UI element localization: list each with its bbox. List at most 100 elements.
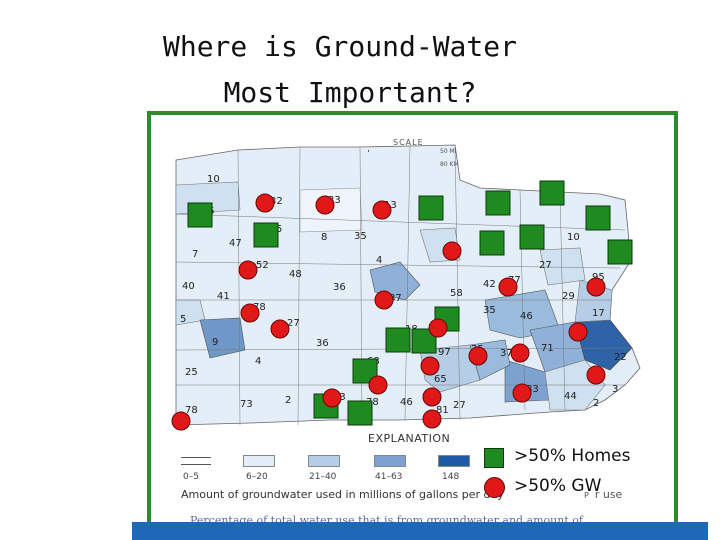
legend-partial-prefix: P: [584, 491, 589, 500]
homes-square-marker: [479, 230, 505, 256]
county-value: 7: [192, 249, 198, 260]
county-value: 18: [405, 324, 418, 335]
key-gw-label: >50% GW: [514, 476, 602, 496]
county-value: 71: [541, 343, 554, 354]
groundwater-circle-marker: [238, 260, 258, 280]
county-value: 4: [255, 356, 261, 367]
county-value: 48: [289, 269, 302, 280]
legend-swatch-148: [438, 455, 470, 467]
county-value: 46: [520, 311, 533, 322]
groundwater-circle-marker: [568, 322, 588, 342]
county-value: 36: [316, 338, 329, 349]
county-value: 8: [321, 232, 327, 243]
county-value: 97: [438, 347, 451, 358]
county-value: 46: [400, 397, 413, 408]
homes-square-marker: [539, 180, 565, 206]
homes-square-marker: [385, 327, 411, 353]
scale-miles: 50 MI: [440, 148, 457, 155]
slide-title-line2: Most Important?: [223, 76, 477, 109]
legend-range-label: 148: [442, 472, 460, 482]
county-value: 78: [253, 302, 266, 313]
legend-range-label: 6–20: [246, 472, 268, 482]
county-value: 41: [217, 291, 230, 302]
county-value: 95: [592, 272, 605, 283]
groundwater-circle-marker: [322, 388, 342, 408]
county-value: 40: [182, 281, 195, 292]
explanation-title: EXPLANATION: [368, 432, 451, 445]
groundwater-circle-marker: [420, 356, 440, 376]
county-value: 35: [354, 231, 367, 242]
legend-swatch-6-20: [243, 455, 275, 467]
legend-swatch-0-5: [181, 457, 211, 465]
county-value: 44: [564, 391, 577, 402]
county-value: 10: [567, 232, 580, 243]
legend-partial-suffix: r use: [594, 488, 623, 501]
county-value: 10: [207, 174, 220, 185]
groundwater-circle-marker: [510, 343, 530, 363]
homes-square-marker: [519, 224, 545, 250]
slide-title-line1: Where is Ground-Water: [162, 30, 517, 63]
groundwater-circle-marker: [171, 411, 191, 431]
legend-swatch-21-40: [308, 455, 340, 467]
key-homes-label: >50% Homes: [514, 446, 631, 466]
homes-square-marker: [253, 222, 279, 248]
groundwater-circle-marker: [442, 241, 462, 261]
county-value: 4: [376, 255, 382, 266]
groundwater-circle-marker: [428, 318, 448, 338]
groundwater-circle-marker: [372, 200, 392, 220]
county-value: 78: [185, 405, 198, 416]
groundwater-circle-marker: [498, 277, 518, 297]
groundwater-circle-marker: [468, 346, 488, 366]
groundwater-circle-marker: [422, 409, 442, 429]
county-value: 2: [285, 395, 291, 406]
county-value: 42: [483, 279, 496, 290]
county-value: 22: [614, 352, 627, 363]
legend-range-label: 21–40: [309, 472, 337, 482]
county-value: 65: [434, 374, 447, 385]
homes-square-marker: [347, 400, 373, 426]
groundwater-circle-marker: [586, 277, 606, 297]
scale-km: 80 KM: [440, 161, 459, 168]
county-value: 32: [270, 196, 283, 207]
groundwater-circle-marker: [512, 383, 532, 403]
county-value: 2: [593, 398, 599, 409]
homes-square-marker: [187, 202, 213, 228]
county-value: 9: [212, 337, 218, 348]
county-value: 3: [612, 384, 618, 395]
legend-range-label: 41–63: [375, 472, 403, 482]
homes-square-marker: [485, 190, 511, 216]
groundwater-circle-marker: [255, 193, 275, 213]
legend-swatch-41-63: [374, 455, 406, 467]
county-value: 27: [539, 260, 552, 271]
key-gw-circle-icon: [484, 477, 505, 498]
county-value: 17: [592, 308, 605, 319]
county-value: 33: [328, 195, 341, 206]
county-value: 83: [526, 384, 539, 395]
groundwater-circle-marker: [240, 303, 260, 323]
county-value: 36: [333, 282, 346, 293]
county-value: 58: [450, 288, 463, 299]
groundwater-circle-marker: [422, 387, 442, 407]
county-value: 81: [436, 405, 449, 416]
county-value: 5: [180, 314, 186, 325]
groundwater-circle-marker: [368, 375, 388, 395]
scale-label: SCALE: [393, 138, 424, 147]
county-value: 87: [389, 293, 402, 304]
county-value: 13: [384, 200, 397, 211]
county-value: 52: [256, 260, 269, 271]
groundwater-circle-marker: [374, 290, 394, 310]
legend-range-label: 0–5: [183, 472, 199, 482]
county-value: 35: [483, 305, 496, 316]
groundwater-circle-marker: [586, 365, 606, 385]
legend-amount-label: Amount of groundwater used in millions o…: [181, 488, 504, 501]
county-value: 47: [229, 238, 242, 249]
county-value: 5: [276, 224, 282, 235]
county-value: 27: [287, 318, 300, 329]
bottom-bar: [132, 522, 708, 540]
groundwater-circle-marker: [270, 319, 290, 339]
county-value: 29: [562, 291, 575, 302]
county-value: 27: [453, 400, 466, 411]
